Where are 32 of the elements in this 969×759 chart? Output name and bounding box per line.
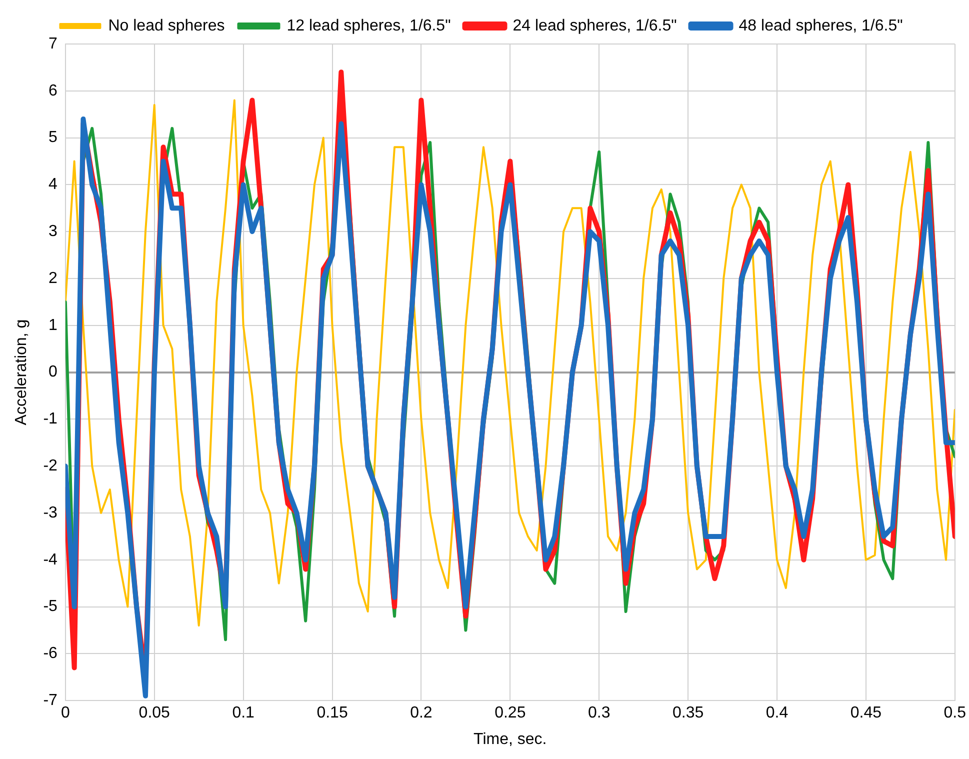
x-tick-label: 0.4: [766, 704, 788, 722]
x-tick-label: 0: [60, 704, 70, 722]
y-axis-title: Acceleration, g: [13, 319, 30, 426]
y-tick-label: 7: [48, 35, 58, 52]
y-tick-label: -2: [43, 458, 58, 475]
x-axis-title: Time, sec.: [474, 730, 547, 748]
x-tick-label: 0.5: [944, 704, 966, 722]
y-tick-label: 1: [48, 316, 58, 334]
x-tick-label: 0.45: [850, 704, 882, 722]
x-tick-label: 0.3: [588, 704, 610, 722]
y-tick-label: -7: [43, 692, 58, 710]
y-tick-label: -6: [43, 645, 58, 662]
legend-label: 48 lead spheres, 1/6.5": [738, 17, 903, 34]
x-tick-label: 0.35: [672, 704, 704, 722]
legend-label: 12 lead spheres, 1/6.5": [286, 17, 451, 34]
legend-label: 24 lead spheres, 1/6.5": [512, 17, 677, 34]
y-tick-label: 2: [48, 270, 58, 287]
y-tick-label: 3: [48, 223, 58, 240]
y-tick-label: -1: [43, 410, 58, 428]
x-tick-label: 0.05: [138, 704, 170, 722]
y-tick-label: 4: [48, 176, 58, 194]
y-tick-label: 5: [48, 129, 58, 146]
x-tick-label: 0.1: [232, 704, 255, 722]
x-tick-label: 0.2: [410, 704, 432, 722]
y-tick-label: 6: [48, 82, 58, 100]
x-tick-label: 0.25: [494, 704, 526, 722]
legend-label: No lead spheres: [108, 17, 225, 34]
y-tick-label: -4: [43, 551, 58, 568]
y-tick-label: 0: [48, 364, 58, 381]
y-tick-label: -5: [43, 598, 58, 616]
x-tick-label: 0.15: [316, 704, 348, 722]
y-tick-label: -3: [43, 504, 58, 522]
